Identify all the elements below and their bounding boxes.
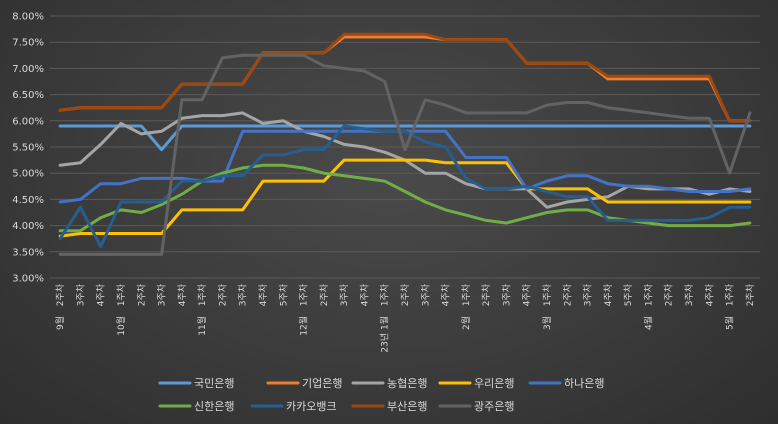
- series-line-0: [58, 124, 752, 152]
- y-tick-label: 4.00%: [12, 221, 44, 232]
- y-tick-label: 3.00%: [12, 274, 44, 285]
- x-axis-ticks: 2주차 9월 3주차 4주차 1주차 10월 2주차 3주차 4주차 1주차 11월 2주차 3주차 4주…: [54, 283, 756, 352]
- legend-label: 우리은행: [474, 377, 514, 390]
- legend-label: 부산은행: [387, 400, 427, 413]
- x-tick-label: 4주차: [703, 283, 715, 306]
- x-tick-month-label: 11월: [196, 316, 208, 336]
- x-tick-label: 3주차: [500, 283, 512, 306]
- y-tick-label: 4.50%: [12, 195, 44, 206]
- x-tick-month-label: 12월: [298, 316, 310, 336]
- x-tick-label: 4주차: [602, 283, 614, 306]
- series-lines: [58, 32, 752, 256]
- y-tick-label: 6.00%: [12, 116, 44, 127]
- x-tick-label: 5주차: [622, 283, 634, 306]
- x-tick-label: 2주차: [54, 283, 66, 306]
- series-line-3: [58, 158, 752, 238]
- x-tick-label: 2주차: [744, 283, 756, 306]
- y-tick-label: 3.50%: [12, 247, 44, 258]
- x-tick-label: 2주차: [318, 283, 330, 306]
- legend-label: 카카오뱅크: [286, 400, 337, 413]
- x-tick-label: 2주차: [216, 283, 228, 306]
- x-tick-label: 2주차: [663, 283, 675, 306]
- y-tick-label: 5.00%: [12, 169, 44, 180]
- y-tick-label: 8.00%: [12, 12, 44, 23]
- y-tick-label: 7.50%: [12, 38, 44, 49]
- x-tick-label: 4주차: [358, 283, 370, 306]
- x-tick-label: 3주차: [237, 283, 249, 306]
- x-tick-label: 2주차: [561, 283, 573, 306]
- x-tick-label: 1주차: [298, 283, 310, 306]
- x-tick-label: 3주차: [683, 283, 695, 306]
- x-tick-label: 1주차: [115, 283, 127, 306]
- x-tick-label: 1주차: [724, 283, 736, 306]
- x-tick-label: 1주차: [460, 283, 472, 306]
- x-tick-month-label: 2월: [460, 316, 472, 330]
- x-tick-month-label: 9월: [54, 316, 66, 330]
- legend-label: 농협은행: [387, 377, 427, 390]
- x-tick-label: 3주차: [338, 283, 350, 306]
- x-tick-month-label: 5월: [724, 316, 736, 330]
- legend-label: 하나은행: [564, 376, 604, 390]
- x-tick-label: 4주차: [521, 283, 533, 306]
- x-tick-label: 4주차: [95, 283, 107, 306]
- legend-label: 신한은행: [194, 400, 234, 413]
- x-tick-month-label: 10월: [115, 316, 127, 336]
- x-tick-label: 4주차: [176, 283, 188, 306]
- x-tick-label: 2주차: [135, 283, 147, 306]
- legend-label: 국민은행: [194, 377, 234, 390]
- x-tick-label: 1주차: [196, 283, 208, 306]
- x-tick-label: 1주차: [642, 283, 654, 306]
- x-tick-label: 2주차: [480, 283, 492, 306]
- legend-label: 기업은행: [302, 377, 342, 390]
- x-tick-month-label: 23년 1월: [379, 316, 391, 353]
- x-tick-label: 3주차: [156, 283, 168, 306]
- x-tick-label: 1주차: [379, 283, 391, 306]
- y-tick-label: 6.50%: [12, 90, 44, 101]
- x-tick-label: 3주차: [419, 283, 431, 306]
- x-tick-label: 4주차: [257, 283, 269, 306]
- x-tick-label: 1주차: [541, 283, 553, 306]
- y-tick-label: 7.00%: [12, 64, 44, 75]
- x-tick-label: 4주차: [440, 283, 452, 306]
- x-tick-label: 3주차: [582, 283, 594, 306]
- y-tick-label: 5.50%: [12, 143, 44, 154]
- legend-label: 광주은행: [474, 400, 514, 413]
- x-tick-month-label: 3월: [541, 316, 553, 330]
- y-axis-ticks: 3.00% 3.50% 4.00% 4.50% 5.00% 5.50% 6.00% 6.50%…: [12, 12, 44, 285]
- series-line-8: [58, 53, 752, 256]
- x-tick-label: 3주차: [74, 283, 86, 306]
- x-tick-label: 5주차: [277, 283, 289, 306]
- x-tick-label: 2주차: [399, 283, 411, 306]
- series-line-6: [58, 124, 752, 249]
- series-line-1: [58, 35, 752, 123]
- x-tick-month-label: 4월: [642, 316, 654, 330]
- series-line-7: [58, 32, 752, 123]
